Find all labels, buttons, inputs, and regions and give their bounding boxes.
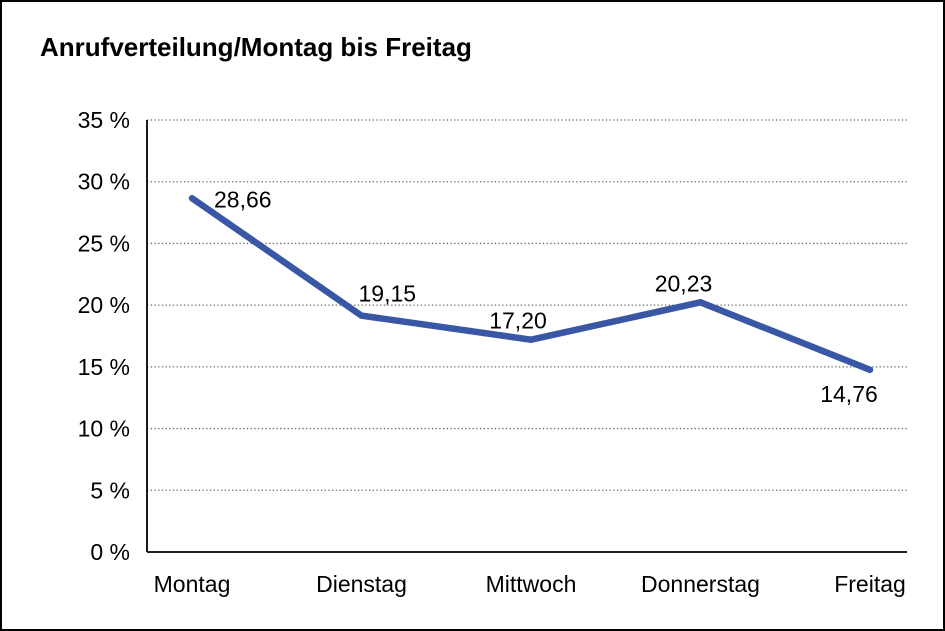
data-point-label: 20,23 <box>655 270 713 296</box>
series-line <box>188 195 874 374</box>
data-point-label: 28,66 <box>214 186 272 212</box>
data-point-label: 17,20 <box>489 308 547 334</box>
y-tick-label: 20 % <box>78 292 130 318</box>
chart-title: Anrufverteilung/Montag bis Freitag <box>40 32 472 62</box>
y-tick-label: 35 % <box>78 107 130 133</box>
y-tick-label: 15 % <box>78 354 130 380</box>
x-tick-label: Mittwoch <box>486 571 577 597</box>
x-tick-label: Donnerstag <box>641 571 760 597</box>
y-tick-label: 5 % <box>90 477 130 503</box>
x-tick-label: Montag <box>154 571 231 597</box>
x-tick-label: Dienstag <box>316 571 407 597</box>
y-tick-label: 30 % <box>78 169 130 195</box>
data-point-label: 14,76 <box>820 381 878 407</box>
y-tick-label: 0 % <box>90 539 130 565</box>
y-tick-label: 10 % <box>78 416 130 442</box>
x-tick-label: Freitag <box>834 571 906 597</box>
y-tick-label: 25 % <box>78 230 130 256</box>
data-point-label: 19,15 <box>359 281 417 307</box>
